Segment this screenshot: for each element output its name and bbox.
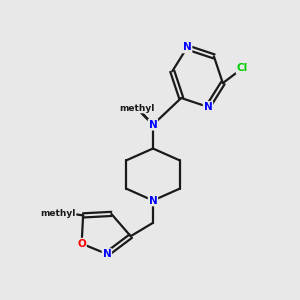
Text: methyl: methyl bbox=[119, 104, 154, 113]
Text: N: N bbox=[204, 102, 212, 112]
Text: N: N bbox=[148, 196, 157, 206]
Text: N: N bbox=[103, 249, 111, 259]
Text: Cl: Cl bbox=[236, 63, 248, 73]
Text: N: N bbox=[148, 120, 157, 130]
Text: N: N bbox=[183, 43, 191, 52]
Text: methyl: methyl bbox=[40, 208, 76, 217]
Text: O: O bbox=[77, 238, 86, 249]
